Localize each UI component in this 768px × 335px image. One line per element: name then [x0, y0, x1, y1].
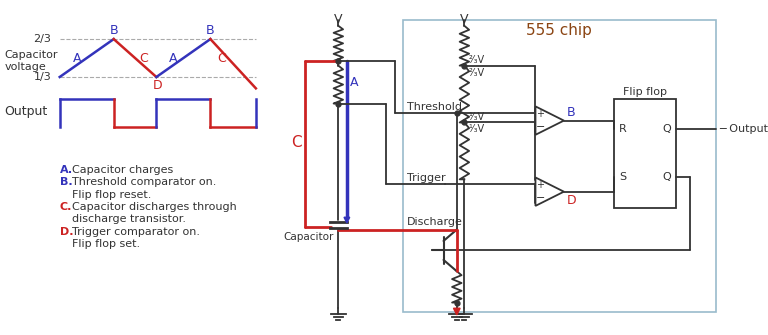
Text: C: C: [139, 52, 147, 65]
Text: A: A: [349, 76, 358, 89]
Text: −: −: [535, 122, 545, 132]
Text: A: A: [169, 52, 177, 65]
Text: ¹⁄₃V: ¹⁄₃V: [468, 124, 485, 134]
Text: discharge transistor.: discharge transistor.: [72, 214, 186, 224]
Text: ²⁄₃V: ²⁄₃V: [468, 55, 485, 65]
Text: C.: C.: [60, 202, 72, 212]
Text: B.: B.: [60, 178, 72, 188]
Text: Flip flop reset.: Flip flop reset.: [72, 190, 151, 200]
Text: 555 chip: 555 chip: [526, 23, 592, 38]
Text: Flip flop set.: Flip flop set.: [72, 239, 140, 249]
Text: S: S: [619, 172, 626, 182]
Text: C: C: [217, 52, 226, 65]
Text: Capacitor discharges through: Capacitor discharges through: [72, 202, 237, 212]
Text: Trigger comparator on.: Trigger comparator on.: [72, 227, 200, 237]
Bar: [614, 99, 676, 208]
Text: Capacitor: Capacitor: [283, 232, 333, 243]
Text: +: +: [536, 180, 545, 190]
Text: B: B: [206, 24, 215, 37]
Text: +: +: [536, 109, 545, 119]
Text: ¹⁄₃V: ¹⁄₃V: [468, 112, 485, 122]
Polygon shape: [344, 217, 349, 223]
Text: 1/3: 1/3: [34, 72, 51, 82]
Text: ─ Output: ─ Output: [720, 124, 768, 134]
Text: R: R: [619, 124, 627, 134]
Text: Trigger: Trigger: [406, 173, 445, 183]
Text: ²⁄₃V: ²⁄₃V: [468, 68, 485, 77]
Text: B: B: [109, 24, 118, 37]
Text: D.: D.: [60, 227, 73, 237]
Bar: [402, 20, 716, 312]
Text: 2/3: 2/3: [33, 34, 51, 44]
Text: Discharge: Discharge: [406, 217, 462, 227]
Text: B: B: [567, 106, 575, 119]
Text: −: −: [535, 193, 545, 203]
Text: Output: Output: [5, 105, 48, 118]
Text: Flip flop: Flip flop: [623, 87, 667, 97]
Text: D: D: [567, 194, 576, 207]
Text: V: V: [460, 12, 468, 25]
Text: Q̄: Q̄: [662, 172, 671, 182]
Text: Capacitor
voltage: Capacitor voltage: [5, 50, 58, 72]
Text: A: A: [72, 52, 81, 65]
Text: Threshold: Threshold: [406, 102, 462, 112]
Text: Threshold comparator on.: Threshold comparator on.: [72, 178, 217, 188]
Text: D: D: [153, 79, 162, 92]
Text: A.: A.: [60, 165, 73, 175]
Text: C: C: [291, 135, 301, 150]
Polygon shape: [453, 308, 460, 315]
Text: V: V: [334, 12, 343, 25]
Text: Q: Q: [662, 124, 671, 134]
Text: Capacitor charges: Capacitor charges: [72, 165, 174, 175]
